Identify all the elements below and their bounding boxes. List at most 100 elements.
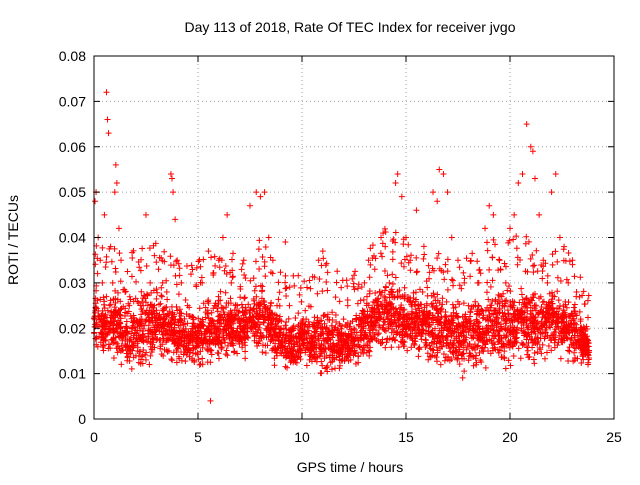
data-point <box>216 355 222 362</box>
data-point <box>330 331 337 338</box>
data-point <box>344 302 351 309</box>
data-point <box>403 331 410 338</box>
data-point <box>372 289 379 296</box>
data-point <box>94 343 101 350</box>
data-point <box>114 296 121 303</box>
data-point <box>169 309 176 316</box>
data-point <box>255 246 262 253</box>
data-point <box>282 343 289 350</box>
data-point <box>210 270 217 277</box>
data-point <box>447 339 454 346</box>
data-point <box>517 355 524 362</box>
data-point <box>392 305 399 312</box>
data-point <box>389 326 396 333</box>
data-point <box>259 349 266 356</box>
data-point <box>576 308 583 315</box>
data-point <box>180 321 187 328</box>
data-point <box>187 349 194 356</box>
data-point <box>366 274 373 281</box>
data-point <box>381 268 388 275</box>
data-point <box>124 343 131 350</box>
data-point <box>261 189 268 196</box>
data-point <box>122 288 129 295</box>
data-point <box>507 317 514 324</box>
data-point <box>554 258 561 265</box>
data-point <box>413 207 420 214</box>
data-point <box>181 343 188 350</box>
data-point <box>381 225 388 232</box>
data-point <box>524 343 531 350</box>
data-point <box>401 306 408 313</box>
data-point <box>423 302 430 309</box>
data-point <box>159 279 166 286</box>
data-point <box>241 272 248 279</box>
data-point <box>584 337 591 344</box>
data-point <box>379 289 386 296</box>
data-point <box>220 334 227 341</box>
data-point <box>392 180 399 187</box>
data-point <box>397 338 404 345</box>
data-point <box>548 189 555 196</box>
data-point <box>445 354 452 361</box>
data-point <box>316 275 323 282</box>
data-point <box>361 332 368 339</box>
data-point <box>527 255 534 262</box>
data-point <box>239 344 246 351</box>
data-point <box>491 344 498 351</box>
data-point <box>269 310 276 317</box>
data-point <box>106 302 113 309</box>
data-point <box>175 260 182 267</box>
data-point <box>390 304 397 311</box>
data-point <box>524 324 531 331</box>
data-point <box>549 332 556 339</box>
data-point <box>258 334 265 341</box>
data-point <box>282 272 289 279</box>
data-point <box>463 334 470 341</box>
data-point <box>330 340 337 347</box>
data-point <box>267 324 274 331</box>
data-point <box>382 344 389 351</box>
data-point <box>518 340 525 347</box>
data-point <box>222 262 229 269</box>
data-point <box>505 311 512 318</box>
data-point <box>460 328 467 335</box>
data-point <box>455 349 462 356</box>
data-point <box>496 257 503 264</box>
data-point <box>385 309 392 316</box>
data-point <box>581 301 588 308</box>
data-point <box>157 345 164 352</box>
data-point <box>539 299 546 306</box>
data-point <box>124 268 131 275</box>
data-point <box>192 329 199 336</box>
data-point <box>147 352 154 359</box>
data-point <box>217 297 224 304</box>
data-point <box>422 343 429 350</box>
data-point <box>487 302 494 309</box>
data-point <box>544 272 551 279</box>
data-point <box>571 301 578 308</box>
data-point <box>372 255 379 262</box>
data-points <box>91 89 593 404</box>
data-point <box>234 350 241 357</box>
data-point <box>336 329 343 336</box>
data-point <box>227 295 234 302</box>
data-point <box>218 314 225 321</box>
data-point <box>533 247 540 254</box>
data-point <box>468 335 475 342</box>
data-point <box>318 370 325 377</box>
data-point <box>582 327 589 334</box>
data-point <box>206 340 213 347</box>
data-point <box>424 315 431 322</box>
data-point <box>197 348 204 355</box>
data-point <box>119 346 126 353</box>
data-point <box>109 279 116 286</box>
data-point <box>107 301 114 308</box>
data-point <box>498 354 505 361</box>
data-point <box>504 287 511 294</box>
data-point <box>343 277 350 284</box>
data-point <box>261 263 268 270</box>
data-point <box>448 356 455 363</box>
data-point <box>536 295 543 302</box>
data-point <box>130 312 137 319</box>
data-point <box>312 332 319 339</box>
